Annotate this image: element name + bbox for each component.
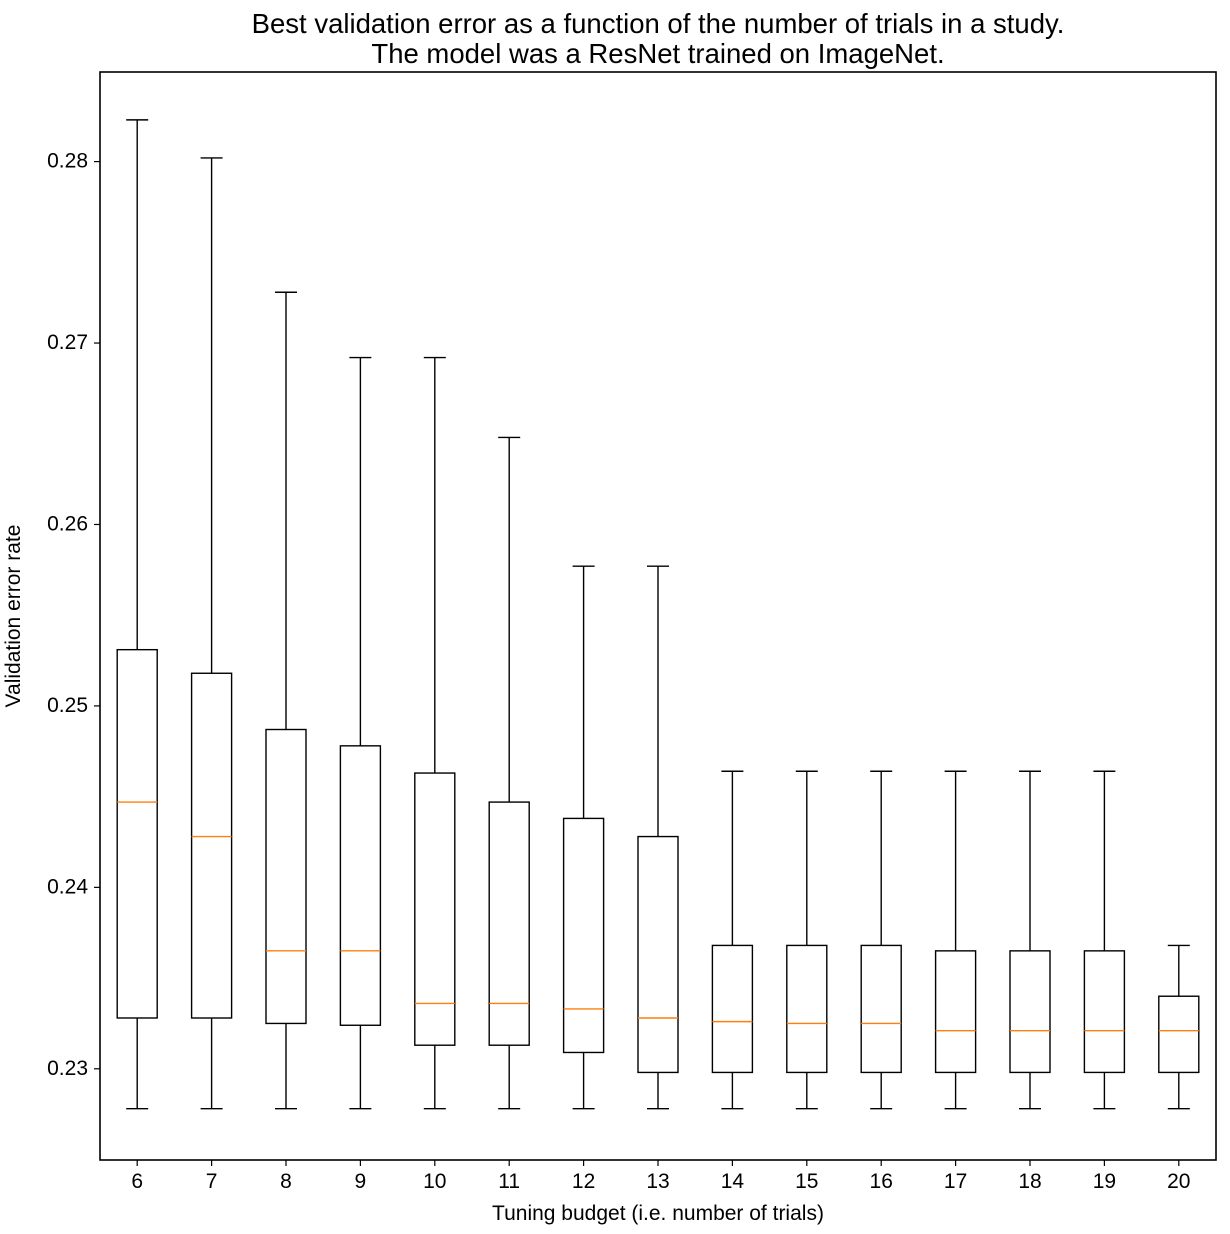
svg-text:Best validation error as a fun: Best validation error as a function of t… (252, 8, 1065, 39)
svg-text:6: 6 (131, 1170, 143, 1193)
svg-text:13: 13 (646, 1170, 669, 1193)
svg-text:9: 9 (355, 1170, 367, 1193)
svg-text:14: 14 (721, 1170, 745, 1193)
svg-text:8: 8 (280, 1170, 292, 1193)
svg-text:7: 7 (206, 1170, 218, 1193)
svg-text:0.28: 0.28 (47, 150, 88, 173)
svg-text:10: 10 (423, 1170, 446, 1193)
svg-text:17: 17 (944, 1170, 967, 1193)
svg-text:18: 18 (1018, 1170, 1041, 1193)
svg-text:16: 16 (870, 1170, 893, 1193)
svg-text:Validation error rate: Validation error rate (2, 525, 25, 708)
svg-text:15: 15 (795, 1170, 818, 1193)
svg-text:19: 19 (1093, 1170, 1116, 1193)
svg-text:0.26: 0.26 (47, 512, 88, 535)
svg-text:11: 11 (498, 1170, 520, 1193)
svg-text:0.27: 0.27 (47, 331, 88, 354)
svg-text:20: 20 (1167, 1170, 1190, 1193)
svg-text:The model was a ResNet trained: The model was a ResNet trained on ImageN… (371, 38, 944, 69)
svg-text:Tuning budget (i.e. number of: Tuning budget (i.e. number of trials) (492, 1202, 824, 1225)
svg-text:0.23: 0.23 (47, 1057, 88, 1080)
svg-text:12: 12 (572, 1170, 595, 1193)
svg-text:0.24: 0.24 (47, 875, 88, 898)
svg-text:0.25: 0.25 (47, 694, 88, 717)
